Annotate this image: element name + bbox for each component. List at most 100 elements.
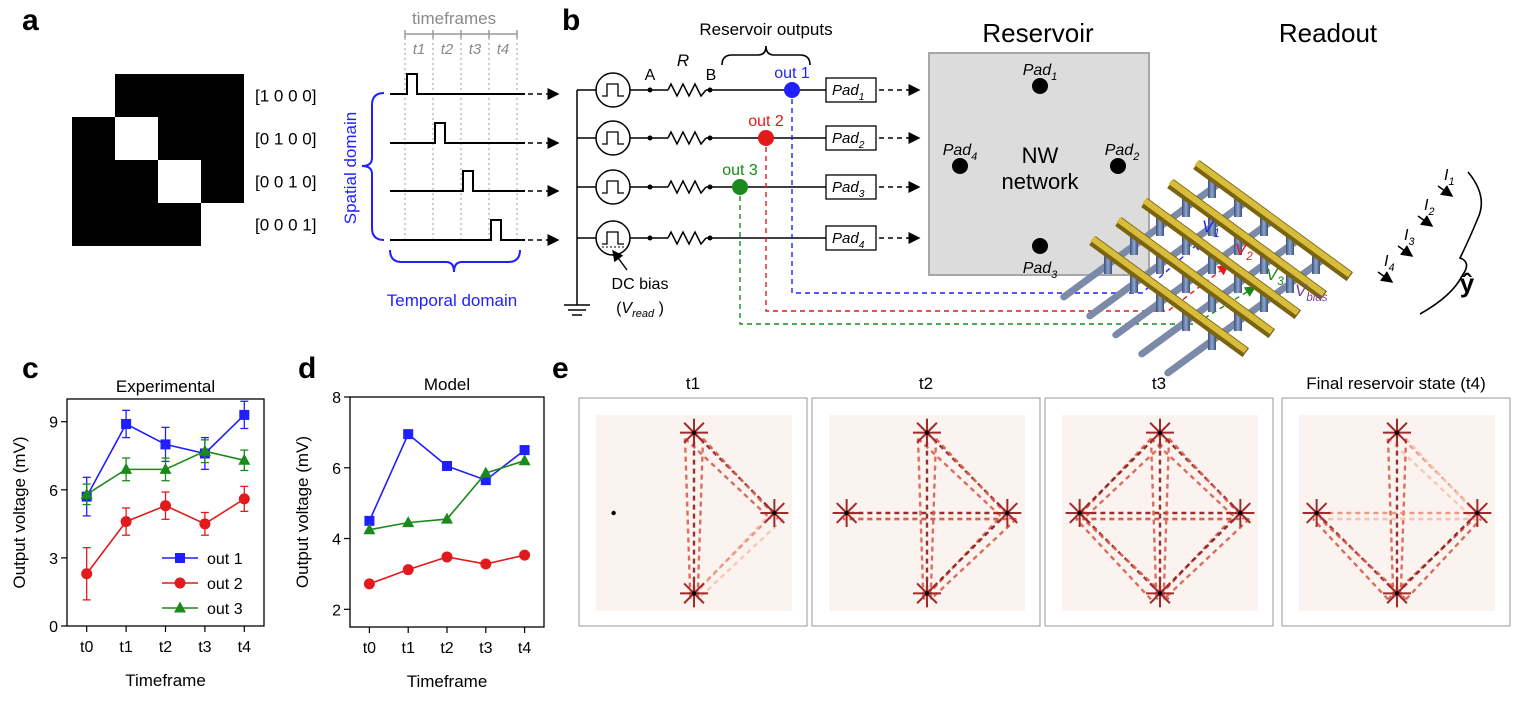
- crossbar-pillar: [1156, 216, 1164, 236]
- legend-label: out 3: [207, 601, 243, 618]
- electrode-dot: [1157, 591, 1163, 596]
- y-tick-label: 0: [49, 619, 58, 636]
- pulse-train: [390, 170, 525, 192]
- x-axis-label: Timeframe: [125, 671, 206, 690]
- current-path: [684, 437, 772, 520]
- matrix-cell-on: [115, 117, 158, 160]
- legend-label: out 1: [207, 551, 243, 568]
- crossbar-pillar: [1260, 216, 1268, 236]
- node-b-dot: [707, 135, 713, 141]
- reservoir-snapshot: t3: [1044, 374, 1274, 627]
- electrode-spokes: [836, 512, 848, 524]
- electrode-spokes: [1069, 502, 1081, 514]
- reservoir-pad-label: Pad2: [1105, 142, 1140, 163]
- data-point: [198, 444, 211, 456]
- readout-title: Readout: [1279, 18, 1378, 48]
- pulse-source: [595, 169, 631, 205]
- current-path: [1396, 512, 1479, 595]
- node-a-dot: [647, 87, 653, 93]
- resistor-label: R: [677, 51, 689, 70]
- electrode-dot: [1394, 591, 1400, 596]
- electrode-spokes: [763, 512, 776, 524]
- electrode-spokes: [1149, 592, 1161, 604]
- matrix-row-label: [0 0 0 1]: [255, 216, 316, 235]
- electrode-spokes: [1396, 582, 1408, 595]
- crossbar-pillar: [1156, 292, 1164, 312]
- reservoir-pad-label: Pad4: [943, 142, 978, 163]
- electrode-spokes: [1239, 502, 1251, 514]
- current-path: [1075, 518, 1152, 601]
- electrode-spokes: [1006, 512, 1018, 524]
- x-tick-label: t3: [479, 640, 492, 657]
- readout-voltage-label: V1: [1202, 217, 1220, 240]
- data-point: [403, 429, 414, 440]
- current-path: [1319, 518, 1407, 601]
- electrode-spokes: [1315, 512, 1328, 524]
- data-point: [441, 551, 453, 563]
- electrode-spokes: [1386, 592, 1398, 604]
- node-a-dot: [647, 135, 653, 141]
- pulse-glyph: [602, 231, 624, 245]
- crossbar-pillar: [1208, 254, 1216, 274]
- matrix-row-labels: [1 0 0 0] [0 1 0 0] [0 0 1 0] [0 0 0 1]: [255, 87, 316, 235]
- electrode-spokes: [916, 431, 928, 444]
- resistor: [667, 82, 707, 98]
- y-tick-label: 6: [332, 461, 341, 478]
- output-route: [765, 138, 1230, 312]
- data-point: [199, 518, 211, 530]
- y-tick-label: 9: [49, 415, 58, 432]
- output-probe: [758, 130, 774, 146]
- electrode-spokes: [693, 422, 705, 434]
- readout-voltage-label: V2: [1235, 240, 1253, 263]
- current-path: [702, 437, 779, 520]
- electrode-spokes: [763, 502, 776, 514]
- binary-input-matrix: [72, 74, 244, 246]
- electrode-dot: [611, 510, 616, 516]
- pulse-glyph: [602, 180, 624, 194]
- snapshot-title: t1: [686, 374, 700, 393]
- y-tick-label: 2: [332, 602, 341, 619]
- crossbar-pillar: [1182, 197, 1190, 217]
- data-point: [402, 564, 414, 576]
- crossbar-pillar: [1156, 254, 1164, 274]
- electrode-spokes: [1159, 431, 1171, 444]
- reservoir-network-label: network: [1001, 169, 1079, 194]
- electrode-spokes: [1466, 512, 1479, 524]
- data-point: [81, 568, 93, 580]
- chart-title: Model: [424, 375, 470, 394]
- current-path: [935, 437, 1012, 520]
- current-path: [693, 512, 776, 595]
- crossbar-pillar: [1286, 273, 1294, 293]
- legend-marker: [174, 601, 186, 613]
- current-path: [1405, 437, 1482, 520]
- snapshot-title: Final reservoir state (t4): [1306, 374, 1486, 393]
- electrode-spokes: [1078, 502, 1091, 514]
- current-path: [1078, 431, 1161, 514]
- pad-box: [825, 125, 877, 151]
- y-axis-label: Output voltage (mV): [10, 436, 29, 588]
- data-point: [120, 516, 132, 528]
- legend-marker: [174, 577, 186, 589]
- electrode-dot: [844, 510, 849, 516]
- node-a-dot: [647, 235, 653, 241]
- input-circuit: Pad1 Pad2 Pad3 Pad4 out 1 out 2 out 3: [564, 65, 1257, 325]
- electrode-spokes: [1306, 512, 1318, 524]
- pulse-train: [390, 219, 525, 241]
- x-tick-label: t4: [518, 640, 531, 657]
- electrode-spokes: [845, 502, 858, 514]
- electrode-spokes: [1396, 422, 1408, 434]
- pad-box: [825, 174, 877, 200]
- pulse-glyph: [602, 83, 624, 97]
- current-path: [1312, 518, 1389, 601]
- electrode-spokes: [1476, 512, 1488, 524]
- crossbar-top-line-highlight: [1142, 198, 1300, 316]
- x-tick-label: t0: [363, 640, 376, 657]
- crossbar-pillar: [1208, 178, 1216, 198]
- electrode-spokes: [683, 582, 695, 595]
- y-tick-label: 6: [49, 483, 58, 500]
- electrode-spokes: [1149, 582, 1161, 595]
- data-point: [519, 549, 531, 561]
- electrode-dot: [1394, 430, 1400, 435]
- electrode-spokes: [683, 431, 695, 444]
- electrode-spokes: [1159, 582, 1171, 595]
